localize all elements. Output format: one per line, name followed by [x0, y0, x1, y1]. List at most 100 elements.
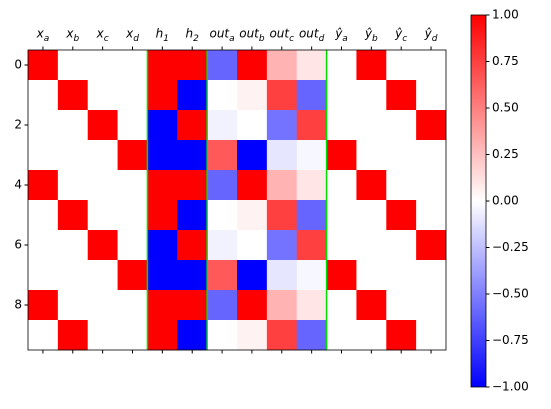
heat-cell	[356, 110, 387, 141]
heat-cell	[207, 320, 238, 351]
x-tick-label: outa	[209, 27, 234, 44]
x-tick-label: outb	[239, 27, 265, 44]
heat-cell	[57, 170, 89, 201]
heat-cell	[237, 50, 268, 81]
heat-cell	[416, 80, 447, 111]
heat-cell	[117, 290, 148, 321]
heat-cell	[386, 200, 417, 231]
heat-cell	[87, 260, 118, 291]
heat-cell	[28, 290, 59, 321]
heat-cell	[117, 170, 148, 201]
heat-cell	[117, 50, 148, 81]
x-tick-label: xd	[125, 27, 139, 44]
y-tick-label: 6	[14, 238, 22, 252]
heat-cell	[266, 320, 298, 351]
heat-cell	[237, 200, 268, 231]
heat-cell	[326, 140, 357, 171]
heat-cell	[87, 140, 118, 171]
heat-cell	[117, 260, 148, 291]
heat-cell	[207, 200, 238, 231]
heat-cell	[356, 50, 387, 81]
heat-cell	[28, 230, 59, 261]
heat-cell	[117, 230, 148, 261]
heat-cell	[386, 110, 417, 141]
plot-frame	[27, 49, 447, 351]
heat-cell	[28, 140, 59, 171]
heat-cell	[326, 110, 357, 141]
heat-cell	[177, 260, 208, 291]
colorbar-tick-label: 1.00	[492, 8, 519, 22]
heat-cell	[117, 320, 148, 351]
colorbar-tick-label: −0.50	[492, 287, 529, 301]
heat-cell	[117, 80, 148, 111]
heat-cell	[296, 170, 327, 201]
heat-cell	[326, 320, 357, 351]
heat-cell	[296, 290, 327, 321]
heat-cell	[386, 290, 417, 321]
heat-cell	[28, 110, 59, 141]
heat-cell	[416, 110, 447, 141]
heat-cell	[296, 230, 327, 261]
x-tick-label: xb	[65, 27, 79, 44]
heat-cell	[296, 200, 327, 231]
heat-cell	[87, 320, 118, 351]
heat-cell	[386, 260, 417, 291]
x-tick-label: ŷa	[334, 27, 348, 44]
heat-cell	[207, 50, 238, 81]
heat-cell	[177, 110, 208, 141]
heat-cell	[266, 230, 298, 261]
heat-cell	[177, 80, 208, 111]
colorbar-tick-label: 0.25	[492, 147, 519, 161]
heat-cell	[28, 50, 59, 81]
y-tick-label: 0	[14, 58, 22, 72]
heat-cell	[28, 260, 59, 291]
heat-cell	[57, 140, 89, 171]
heat-cell	[87, 290, 118, 321]
heat-cell	[416, 260, 447, 291]
heat-cell	[356, 140, 387, 171]
heat-cell	[266, 170, 298, 201]
heat-cell	[57, 200, 89, 231]
heat-cell	[326, 50, 357, 81]
heat-cell	[147, 290, 178, 321]
heat-cell	[87, 50, 118, 81]
x-tick-label: xc	[96, 27, 109, 44]
heat-cell	[87, 80, 118, 111]
heat-cell	[356, 290, 387, 321]
heat-cell	[356, 200, 387, 231]
heat-cell	[207, 110, 238, 141]
heat-cell	[326, 200, 357, 231]
heat-cell	[416, 140, 447, 171]
x-tick-label: outc	[269, 27, 294, 44]
heat-cell	[416, 230, 447, 261]
colorbar	[470, 14, 487, 388]
heat-cell	[356, 230, 387, 261]
heat-cell	[147, 170, 178, 201]
heat-cell	[296, 320, 327, 351]
heat-cell	[237, 320, 268, 351]
heat-cell	[57, 80, 89, 111]
heat-cell	[386, 170, 417, 201]
heat-cell	[177, 230, 208, 261]
heat-cell	[326, 230, 357, 261]
heat-cell	[87, 110, 118, 141]
heat-cell	[177, 140, 208, 171]
x-tick-label: ŷb	[364, 27, 378, 44]
heat-cell	[207, 170, 238, 201]
x-tick-label: h1	[156, 27, 169, 44]
heat-cell	[57, 230, 89, 261]
colorbar-tick-label: 0.50	[492, 101, 519, 115]
heat-cell	[147, 320, 178, 351]
x-tick-label: h2	[186, 27, 200, 44]
heat-cell	[87, 200, 118, 231]
heat-cell	[386, 80, 417, 111]
heat-cell	[147, 80, 178, 111]
heat-cell	[117, 200, 148, 231]
heat-cell	[326, 80, 357, 111]
y-tick-label: 8	[14, 298, 22, 312]
heat-cell	[416, 170, 447, 201]
heat-cell	[177, 50, 208, 81]
heat-cell	[207, 140, 238, 171]
